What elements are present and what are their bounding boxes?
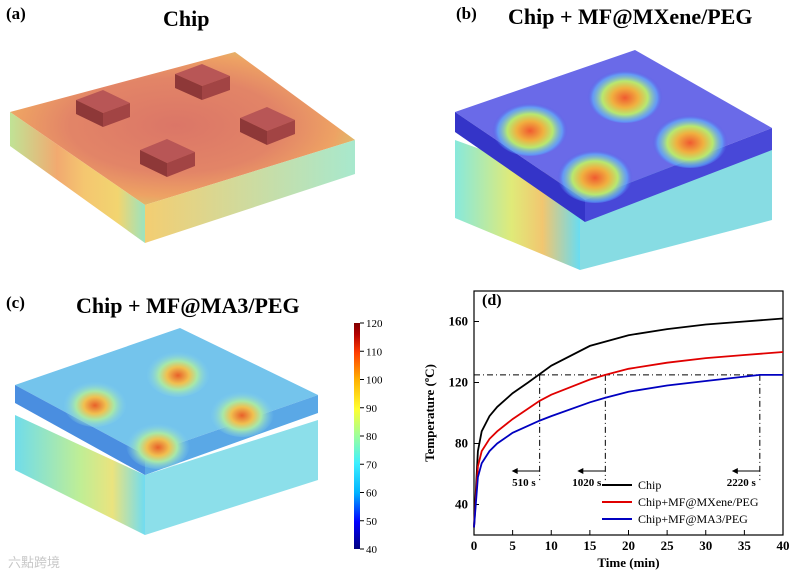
x-tick-label: 30 xyxy=(699,538,712,553)
panel-b-title: Chip + MF@MXene/PEG xyxy=(508,4,753,29)
series-line xyxy=(473,317,784,528)
heat-source-block xyxy=(140,139,195,177)
panel-c-title: Chip + MF@MA3/PEG xyxy=(76,293,300,318)
legend-label: Chip xyxy=(638,478,661,492)
x-tick-label: 40 xyxy=(777,538,790,553)
colorbar-tick-label: 90 xyxy=(366,403,378,415)
colorbar-tick-label: 50 xyxy=(366,516,378,528)
panel-a-label: (a) xyxy=(6,4,26,23)
annotation-label: 1020 s xyxy=(572,477,602,489)
colorbar-tick-label: 70 xyxy=(366,459,378,471)
x-tick-label: 20 xyxy=(622,538,635,553)
y-axis-label: Temperature (ºC) xyxy=(422,364,437,462)
heat-source-block xyxy=(175,64,230,100)
annotation-arrowhead xyxy=(577,467,584,474)
colorbar-tick-label: 40 xyxy=(366,544,378,556)
x-tick-label: 0 xyxy=(471,538,478,553)
colorbar-tick-label: 110 xyxy=(366,346,383,358)
panel-b: (b) Chip + MF@MXene/PEG xyxy=(400,0,794,285)
colorbar-tick-label: 80 xyxy=(366,431,378,443)
watermark: 六點跨境 xyxy=(8,556,61,571)
chip-mxene-heatmap xyxy=(455,50,772,270)
heat-source-block xyxy=(240,107,295,145)
panel-d: (d) 0 5 10 15 20 25 30 35 40 40 80 120 160 Time (min)… xyxy=(400,285,794,575)
x-tick-label: 10 xyxy=(545,538,558,553)
colorbar-tick-label: 60 xyxy=(366,488,378,500)
annotation-arrowhead xyxy=(731,467,738,474)
chip-heatmap xyxy=(10,52,355,243)
x-tick-label: 5 xyxy=(509,538,516,553)
x-tick-label: 25 xyxy=(661,538,675,553)
annotation-arrowhead xyxy=(511,467,518,474)
annotation-label: 2220 s xyxy=(727,477,757,489)
temperature-chart: (d) 0 5 10 15 20 25 30 35 40 40 80 120 160 Time (min)… xyxy=(422,290,790,570)
y-tick-label: 160 xyxy=(449,314,469,329)
colorbar-scale xyxy=(354,323,360,549)
chip-ma3-heatmap xyxy=(15,328,318,535)
panel-c: (c) Chip + MF@MA3/PEG xyxy=(0,285,400,575)
legend-label: Chip+MF@MA3/PEG xyxy=(638,512,748,526)
x-tick-label: 15 xyxy=(583,538,597,553)
x-axis-label: Time (min) xyxy=(597,555,659,570)
panel-c-label: (c) xyxy=(6,293,25,312)
colorbar-tick-label: 120 xyxy=(366,318,383,330)
heat-source-block xyxy=(76,90,130,127)
panel-a-title: Chip xyxy=(163,6,210,31)
series-line xyxy=(473,351,784,528)
x-tick-label: 35 xyxy=(738,538,752,553)
legend-label: Chip+MF@MXene/PEG xyxy=(638,495,759,509)
y-tick-label: 80 xyxy=(455,436,468,451)
panel-b-label: (b) xyxy=(456,4,477,23)
colorbar-tick-label: 100 xyxy=(366,375,383,387)
y-tick-label: 40 xyxy=(455,497,468,512)
colorbar: 120 110 100 90 80 70 60 50 40 xyxy=(354,318,383,556)
panel-a: (a) Chip xyxy=(0,0,400,285)
annotation-label: 510 s xyxy=(512,477,536,489)
y-tick-label: 120 xyxy=(449,375,469,390)
series-line xyxy=(473,374,783,528)
panel-d-label: (d) xyxy=(482,292,502,309)
